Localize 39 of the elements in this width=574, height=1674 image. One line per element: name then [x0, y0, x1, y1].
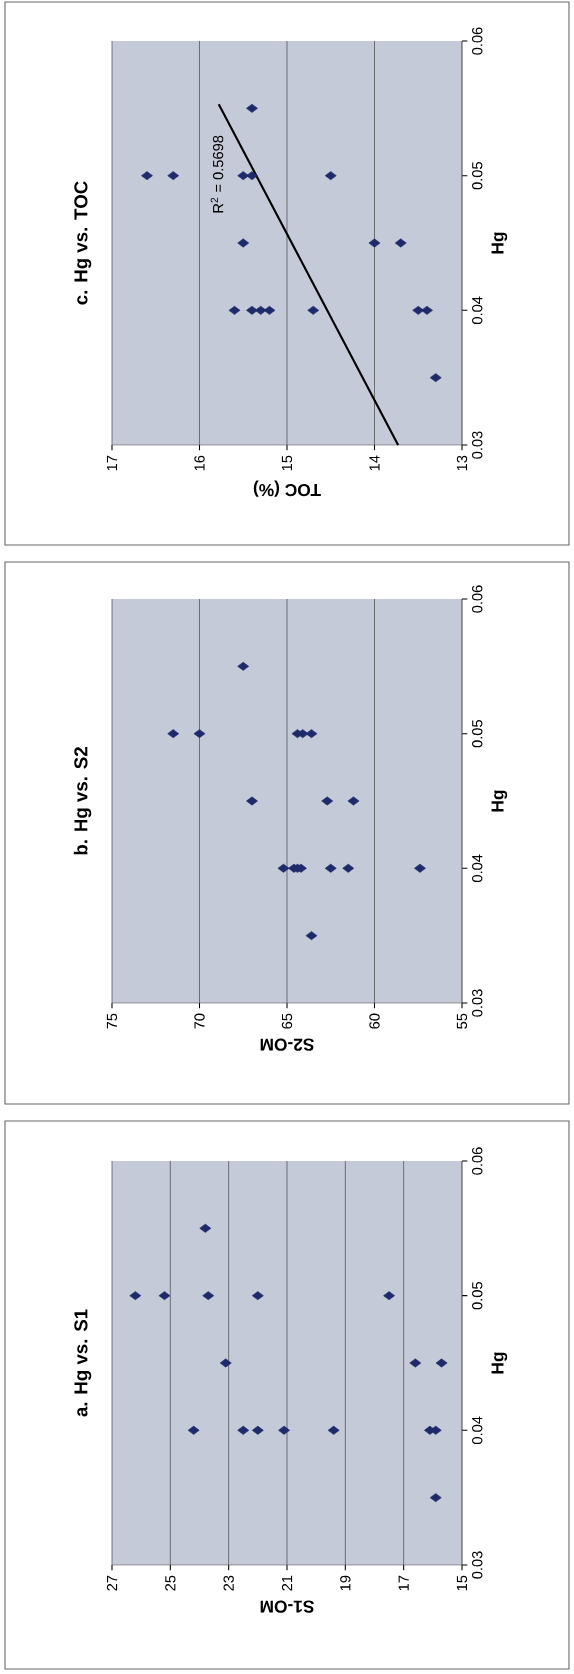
x-tick-label: 16	[194, 455, 205, 471]
x-tick-label: 75	[106, 1013, 118, 1029]
y-tick-label: 0.05	[472, 720, 483, 748]
y-axis-title: Hg	[491, 790, 508, 812]
y-tick-label: 0.05	[472, 1282, 483, 1310]
y-tick-label: 0.04	[472, 854, 483, 883]
x-tick-label: 27	[106, 1575, 118, 1591]
y-tick-label: 0.03	[472, 989, 483, 1017]
x-tick-label: 25	[165, 1575, 176, 1591]
y-axis-title: Hg	[491, 1352, 508, 1374]
x-tick-label: 70	[194, 1013, 205, 1029]
y-tick-label: 0.04	[472, 296, 483, 325]
y-axis-title: Hg	[491, 232, 508, 254]
text: a. Hg vs. S1	[74, 1309, 92, 1417]
x-tick-label: 23	[223, 1575, 234, 1591]
y-tick-label: 0.06	[472, 585, 483, 613]
x-axis-title: S1-OM	[260, 1600, 314, 1613]
y-tick-label: 0.03	[472, 431, 483, 459]
annotation: R$^{2}$ = 0.5698	[210, 135, 224, 213]
x-tick-label: 15	[281, 455, 293, 471]
text: b. Hg vs. S2	[73, 747, 92, 855]
x-tick-label: 14	[369, 455, 380, 471]
y-tick-label: 0.06	[472, 27, 483, 55]
x-tick-label: 19	[340, 1575, 351, 1591]
x-tick-label: 15	[456, 1575, 468, 1591]
x-tick-label: 17	[398, 1575, 409, 1591]
x-tick-label: 55	[456, 1013, 468, 1029]
text: c. Hg vs. TOC	[74, 181, 92, 305]
x-tick-label: 65	[281, 1013, 293, 1029]
x-axis-title: S2-OM	[260, 1038, 314, 1051]
y-tick-label: 0.05	[472, 162, 483, 190]
x-tick-label: 13	[456, 455, 468, 471]
x-axis-title: TOC (%)	[253, 480, 321, 497]
x-tick-label: 60	[369, 1013, 380, 1029]
y-tick-label: 0.04	[472, 1416, 483, 1445]
y-tick-label: 0.06	[472, 1147, 483, 1175]
x-tick-label: 17	[106, 455, 118, 471]
y-tick-label: 0.03	[472, 1551, 483, 1579]
x-tick-label: 21	[281, 1575, 293, 1591]
